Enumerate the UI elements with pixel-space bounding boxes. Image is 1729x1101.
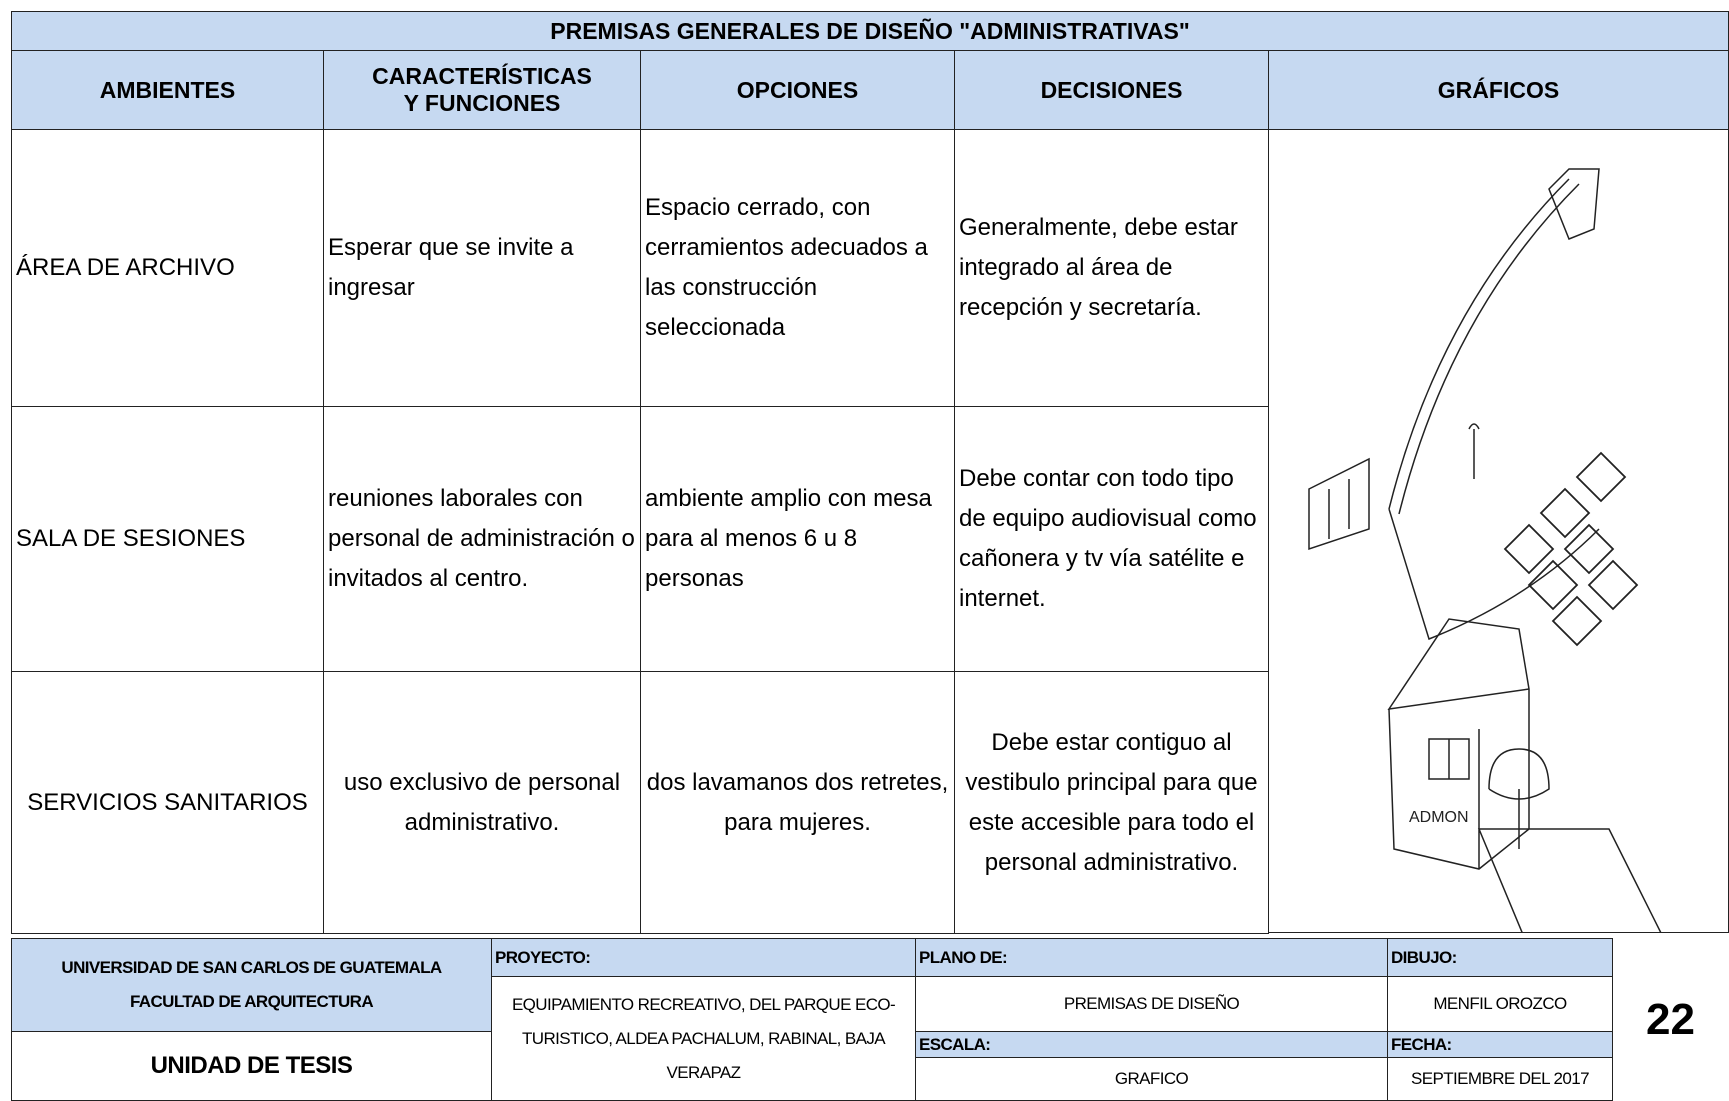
cell: Debe estar contiguo al vestibulo princip…	[954, 671, 1269, 934]
sketch-tree	[1488, 748, 1550, 849]
header: AMBIENTES	[11, 50, 324, 130]
cell: dos lavamanos dos retretes, para mujeres…	[640, 671, 955, 934]
header: OPCIONES	[640, 50, 955, 130]
sketches: ADMON	[1308, 168, 1662, 933]
cell: Esperar que se invite a ingresar	[323, 129, 641, 407]
institution: UNIVERSIDAD DE SAN CARLOS DE GUATEMALA F…	[11, 938, 492, 1032]
title: PREMISAS GENERALES DE DISEÑO "ADMINISTRA…	[11, 11, 1729, 51]
university: UNIVERSIDAD DE SAN CARLOS DE GUATEMALA	[61, 958, 442, 977]
sketch-label: ADMON	[1409, 809, 1469, 826]
scale: GRAFICO	[915, 1057, 1388, 1101]
cell: SERVICIOS SANITARIOS	[11, 671, 324, 934]
cell: reuniones laborales con personal de admi…	[323, 406, 641, 672]
header: CARACTERÍSTICAS Y FUNCIONES	[323, 50, 641, 130]
drawing: MENFIL OROZCO	[1387, 976, 1613, 1032]
cell: ambiente amplio con mesa para al menos 6…	[640, 406, 955, 672]
header: DECISIONES	[954, 50, 1269, 130]
label: PLANO DE:	[915, 938, 1388, 977]
cell: Espacio cerrado, con cerramientos adecua…	[640, 129, 955, 407]
label: ESCALA:	[915, 1031, 1388, 1058]
sketch-sign	[1548, 168, 1600, 240]
label: FECHA:	[1387, 1031, 1613, 1058]
graphics-cell: ADMON	[1268, 129, 1729, 933]
page-number: 22	[1646, 994, 1695, 1044]
header: GRÁFICOS	[1268, 50, 1729, 130]
label: PROYECTO:	[491, 938, 916, 977]
sketch-figure	[1308, 423, 1480, 551]
unit: UNIDAD DE TESIS	[11, 1031, 492, 1101]
cell: uso exclusivo de personal administrativo…	[323, 671, 641, 934]
sketch-building	[1387, 618, 1662, 933]
sketch-entrance	[1388, 178, 1600, 640]
cell: ÁREA DE ARCHIVO	[11, 129, 324, 407]
cell: Generalmente, debe estar integrado al ár…	[954, 129, 1269, 407]
sketch-paving	[1503, 451, 1639, 647]
cell: Debe contar con todo tipo de equipo audi…	[954, 406, 1269, 672]
cell: SALA DE SESIONES	[11, 406, 324, 672]
faculty: FACULTAD DE ARQUITECTURA	[129, 992, 374, 1011]
project: EQUIPAMIENTO RECREATIVO, DEL PARQUE ECO-…	[491, 976, 916, 1101]
date: SEPTIEMBRE DEL 2017	[1387, 1057, 1613, 1101]
plan: PREMISAS DE DISEÑO	[915, 976, 1388, 1032]
label: DIBUJO:	[1387, 938, 1613, 977]
